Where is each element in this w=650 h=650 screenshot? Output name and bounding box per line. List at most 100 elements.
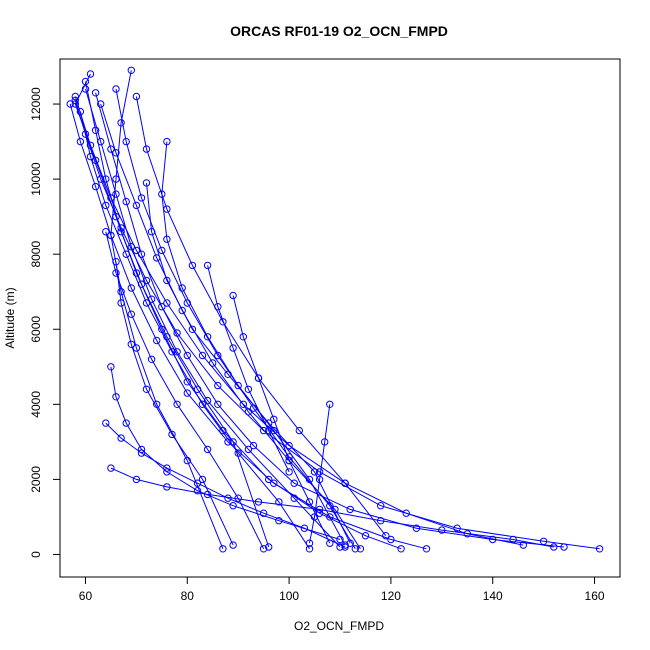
data-point — [315, 505, 324, 514]
data-point — [127, 310, 136, 318]
series-22 — [102, 419, 349, 551]
x-tick-label: 140 — [483, 589, 503, 603]
data-point — [183, 389, 192, 397]
y-axis-label: Altitude (m) — [3, 287, 17, 348]
series-14 — [142, 179, 354, 547]
data-point — [356, 545, 365, 553]
data-point — [214, 381, 222, 390]
y-tick-label: 8000 — [29, 241, 43, 268]
data-point — [326, 400, 334, 408]
data-point — [229, 541, 237, 549]
series-line — [74, 73, 402, 550]
series-19 — [203, 261, 293, 476]
data-point — [203, 490, 212, 499]
data-point — [91, 182, 100, 191]
series-21 — [107, 464, 558, 551]
data-point — [336, 543, 344, 551]
data-point — [214, 400, 222, 408]
data-point — [117, 434, 125, 442]
series-6 — [91, 89, 568, 551]
data-point — [193, 487, 202, 495]
x-tick-label: 120 — [381, 589, 401, 603]
series-line — [85, 81, 270, 548]
data-point — [76, 107, 85, 116]
series-line — [95, 92, 565, 548]
series-3 — [81, 85, 344, 551]
data-point — [142, 385, 151, 393]
x-axis-label: O2_OCN_FMPD — [294, 619, 384, 633]
data-point — [163, 464, 171, 472]
data-point — [86, 70, 95, 78]
series-line — [115, 88, 356, 550]
chart-title: ORCAS RF01-19 O2_OCN_FMPD — [230, 23, 448, 39]
data-point — [244, 385, 253, 393]
data-point — [224, 370, 232, 378]
data-point — [285, 441, 293, 450]
data-point — [336, 535, 344, 544]
data-point — [315, 468, 324, 476]
data-point — [163, 333, 171, 341]
data-point — [142, 299, 151, 307]
data-point — [209, 359, 217, 367]
data-point — [422, 545, 431, 553]
data-point — [341, 543, 349, 551]
data-point — [81, 77, 90, 86]
data-point — [122, 197, 130, 206]
series-line — [146, 182, 351, 544]
series-1 — [71, 70, 405, 553]
series-2 — [71, 96, 604, 553]
data-point — [137, 194, 146, 202]
data-point — [203, 261, 212, 270]
series-line — [135, 96, 387, 537]
data-point — [519, 541, 527, 549]
data-point — [305, 498, 314, 506]
data-point — [117, 299, 125, 307]
data-point — [203, 445, 212, 454]
data-point — [453, 524, 461, 532]
data-point — [107, 145, 115, 153]
data-point — [270, 415, 278, 423]
y-tick-label: 10000 — [29, 162, 43, 196]
data-point — [254, 374, 263, 382]
data-point — [346, 539, 354, 547]
data-point — [112, 393, 120, 401]
data-point — [142, 145, 151, 153]
data-point — [158, 303, 166, 311]
data-point — [132, 92, 141, 101]
data-point — [132, 201, 141, 210]
data-point — [158, 246, 166, 255]
data-point — [102, 175, 110, 183]
series-13 — [158, 137, 349, 549]
data-point — [107, 464, 115, 472]
data-point — [163, 468, 171, 476]
data-point — [229, 344, 237, 352]
data-point — [163, 483, 171, 491]
data-point — [229, 291, 237, 300]
data-point — [265, 475, 273, 484]
series-line — [85, 88, 341, 548]
series-line — [79, 111, 310, 550]
data-point — [102, 228, 110, 236]
data-point — [259, 509, 268, 517]
y-tick-label: 6000 — [29, 316, 43, 343]
data-point — [102, 419, 110, 427]
data-point — [285, 468, 293, 476]
data-point — [249, 441, 258, 450]
data-point — [112, 175, 120, 183]
series-line — [110, 467, 554, 548]
data-point — [97, 100, 105, 108]
x-tick-label: 60 — [79, 589, 93, 603]
data-point — [188, 261, 197, 270]
data-point — [234, 381, 242, 390]
data-point — [214, 303, 222, 311]
data-point — [107, 194, 115, 202]
data-point — [107, 363, 115, 371]
data-point — [321, 438, 329, 446]
data-point — [244, 408, 253, 416]
series-10 — [97, 100, 365, 553]
data-point — [173, 400, 181, 408]
data-point — [66, 100, 74, 108]
series-17 — [107, 363, 344, 544]
data-point — [239, 400, 248, 408]
data-point — [142, 276, 151, 285]
